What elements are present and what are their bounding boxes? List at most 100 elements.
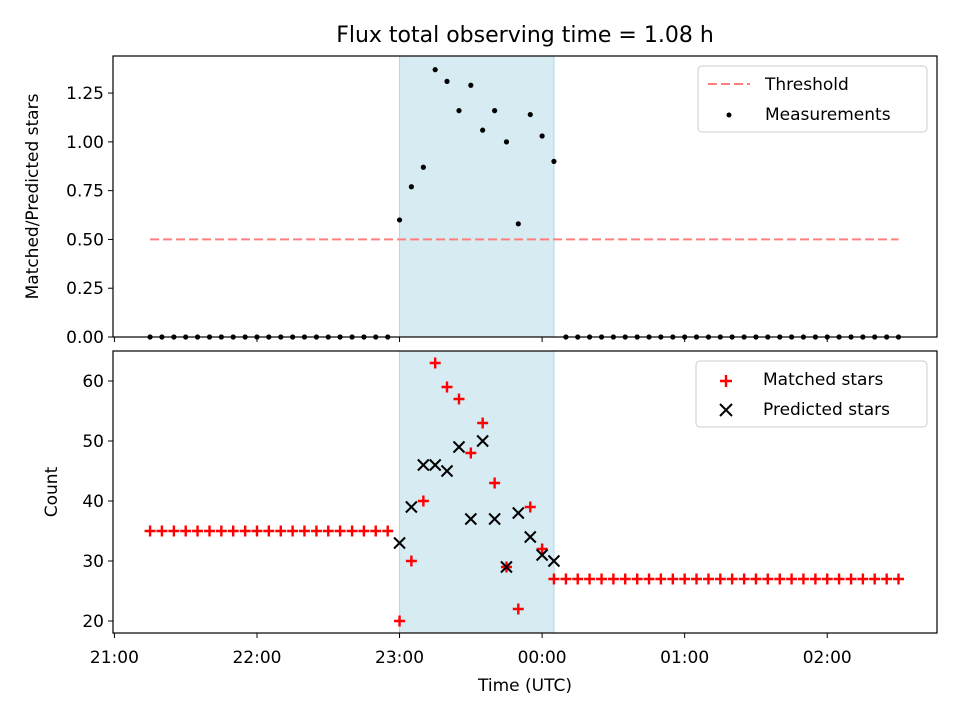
matched-star-point (227, 525, 239, 537)
matched-star-point (786, 573, 798, 585)
predicted-star-point (476, 434, 489, 448)
matched-star-point (429, 357, 441, 369)
matched-star-point (441, 381, 453, 393)
matched-star-point (762, 573, 774, 585)
matched-star-point (465, 447, 477, 459)
predicted-star-point (464, 512, 478, 526)
matched-star-point (797, 573, 809, 585)
bottom-plot-frame (112, 350, 938, 634)
x-tick-label: 00:00 (518, 648, 567, 668)
predicted-star-point (547, 554, 561, 568)
measurement-point (456, 108, 462, 114)
matched-star-point (809, 573, 821, 585)
measurement-point (408, 184, 414, 190)
predicted-star-point (452, 440, 466, 454)
matched-star-point (702, 573, 714, 585)
y-tick-label: 1.00 (66, 133, 104, 153)
matched-star-point (536, 543, 548, 555)
measurement-point (444, 78, 450, 84)
predicted-star-point (524, 530, 537, 544)
matched-star-point (512, 603, 524, 615)
matched-star-point (287, 525, 299, 537)
chart-title: Flux total observing time = 1.08 h (336, 23, 714, 48)
matched-star-point (204, 525, 216, 537)
bottom-panel: 20 30 40 50 60 21:00 22:00 23:00 00:00 01:00 02:0… (42, 350, 938, 696)
matched-star-point (857, 573, 869, 585)
measurement-point (396, 217, 403, 223)
matched-star-point (394, 615, 406, 627)
matched-star-point (869, 573, 881, 585)
top-legend: Threshold Measurements (697, 65, 928, 133)
y-tick-label: 0.25 (66, 279, 104, 299)
legend-measurements-label: Measurements (765, 105, 891, 125)
matched-star-point (679, 573, 691, 585)
bottom-highlight-span (399, 350, 555, 634)
matched-star-point (596, 573, 608, 585)
matched-star-point (180, 525, 192, 537)
legend-matched-swatch (720, 375, 732, 387)
matched-star-point (548, 573, 560, 585)
legend-matched-label: Matched stars (763, 370, 883, 390)
measurement-point (551, 158, 557, 164)
measurement-point (492, 108, 498, 114)
matched-star-point (631, 573, 643, 585)
top-highlight-span (399, 55, 555, 338)
matched-stars-series (144, 357, 905, 627)
matched-star-point (358, 525, 370, 537)
matched-star-point (833, 573, 845, 585)
matched-star-point (524, 501, 536, 513)
matched-star-point (405, 555, 417, 567)
measurement-point (420, 164, 426, 170)
measurement-point (515, 221, 521, 227)
matched-star-point (275, 525, 287, 537)
y-tick-label: 40 (82, 492, 104, 512)
measurement-point (527, 111, 533, 118)
matched-star-point (726, 573, 738, 585)
predicted-star-point (405, 500, 418, 514)
matched-star-point (453, 393, 465, 405)
x-tick-label: 21:00 (90, 648, 139, 668)
top-plot-frame (112, 55, 938, 338)
bottom-legend: Matched stars Predicted stars (695, 360, 928, 428)
predicted-star-point (512, 506, 525, 520)
y-tick-label: 0.00 (66, 328, 104, 348)
top-y-axis-label: Matched/Predicted stars (23, 93, 43, 299)
matched-star-point (893, 573, 905, 585)
predicted-star-point (535, 548, 549, 562)
matched-star-point (310, 525, 322, 537)
matched-star-point (643, 573, 655, 585)
matched-star-point (750, 573, 762, 585)
legend-predicted-swatch (719, 403, 733, 417)
matched-star-point (298, 525, 310, 537)
bottom-x-ticks: 21:00 22:00 23:00 00:00 01:00 02:00 (90, 633, 852, 668)
top-x-ticks (113, 337, 828, 342)
matched-star-point (417, 495, 429, 507)
matched-star-point (251, 525, 263, 537)
predicted-star-point (488, 512, 501, 526)
matched-star-point (322, 525, 334, 537)
matched-star-point (845, 573, 857, 585)
x-tick-label: 02:00 (803, 648, 852, 668)
matched-star-point (477, 417, 489, 429)
predicted-stars-series (393, 434, 561, 574)
matched-star-point (370, 525, 382, 537)
matched-star-point (489, 477, 501, 489)
y-tick-label: 20 (82, 612, 104, 632)
matched-star-point (215, 525, 227, 537)
measurement-point (480, 127, 486, 133)
top-y-ticks: 0.00 0.25 0.50 0.75 1.00 1.25 (66, 84, 113, 348)
measurement-point (432, 67, 438, 73)
measurement-point (468, 82, 474, 88)
matched-star-point (263, 525, 275, 537)
y-tick-label: 50 (82, 432, 104, 452)
bottom-y-ticks: 20 30 40 50 60 (82, 372, 113, 632)
y-tick-label: 30 (82, 552, 104, 572)
matched-star-point (144, 525, 156, 537)
matched-star-point (607, 573, 619, 585)
x-tick-label: 01:00 (660, 648, 709, 668)
matched-star-point (334, 525, 346, 537)
matched-star-point (738, 573, 750, 585)
predicted-star-point (417, 458, 430, 472)
matched-star-point (156, 525, 168, 537)
